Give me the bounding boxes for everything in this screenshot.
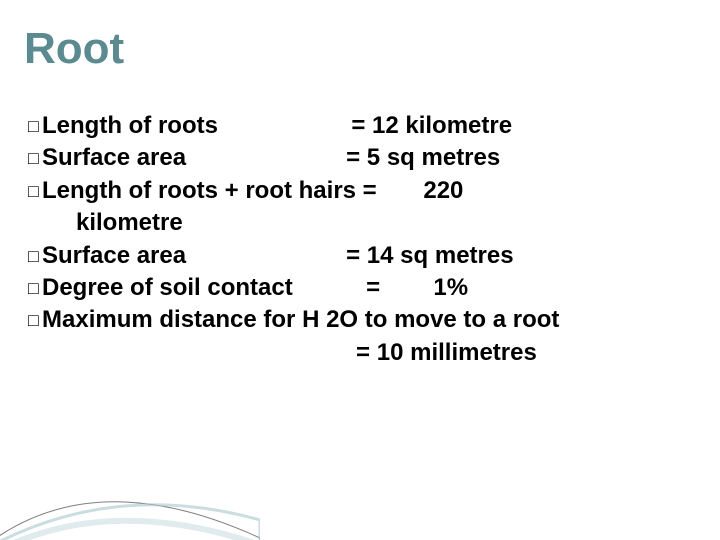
line-text: Surface area = 14 sq metres	[42, 242, 514, 269]
wrap-line: = 10 millimetres	[28, 337, 688, 369]
bullet-line: □Degree of soil contact = 1%	[28, 272, 688, 304]
slide-title: Root	[24, 24, 124, 74]
square-bullet-icon: □	[28, 179, 42, 203]
square-bullet-icon: □	[28, 244, 42, 268]
square-bullet-icon: □	[28, 146, 42, 170]
bullet-line: □Maximum distance for H 2O to move to a …	[28, 304, 688, 336]
swoosh-icon	[0, 502, 260, 540]
corner-decoration	[0, 420, 260, 540]
square-bullet-icon: □	[28, 114, 42, 138]
bullet-line: □Length of roots + root hairs = 220	[28, 175, 688, 207]
line-text: Length of roots + root hairs = 220	[42, 177, 463, 204]
line-text: Surface area = 5 sq metres	[42, 144, 500, 171]
square-bullet-icon: □	[28, 276, 42, 300]
line-text: Maximum distance for H 2O to move to a r…	[42, 306, 559, 333]
line-text: Degree of soil contact = 1%	[42, 274, 468, 301]
slide: Root □Length of roots = 12 kilometre□Sur…	[0, 0, 720, 540]
line-text: Length of roots = 12 kilometre	[42, 112, 512, 139]
bullet-line: □Surface area = 14 sq metres	[28, 240, 688, 272]
square-bullet-icon: □	[28, 308, 42, 332]
bullet-line: □Surface area = 5 sq metres	[28, 142, 688, 174]
wrap-line: kilometre	[28, 207, 688, 239]
slide-body: □Length of roots = 12 kilometre□Surface …	[28, 110, 688, 369]
bullet-line: □Length of roots = 12 kilometre	[28, 110, 688, 142]
